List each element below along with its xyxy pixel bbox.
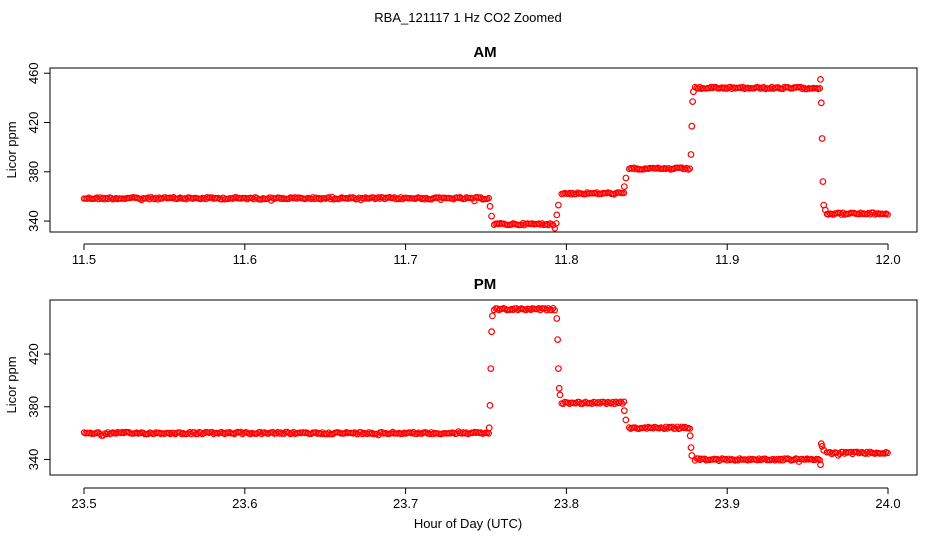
data-point [487,365,495,373]
figure-title: RBA_121117 1 Hz CO2 Zoomed [374,10,561,25]
data-point [620,407,628,415]
data-point [821,206,829,214]
data-point [819,178,827,186]
data-point [622,416,630,424]
data-point [488,212,496,220]
data-point [553,220,560,227]
data-point [553,211,561,219]
data-point [485,194,492,202]
pm-x-tick-label: 23.6 [232,496,257,511]
data-point [884,211,891,218]
pm-y-ticks: 340 380 420 [26,343,51,471]
data-point [816,456,824,464]
pm-x-tick-label: 24.0 [875,496,900,511]
pm-x-tick-label: 23.8 [554,496,579,511]
data-point [686,165,694,172]
data-point [486,402,494,409]
am-y-tick-label: 380 [26,161,41,183]
am-x-tick-label: 11.8 [554,252,578,267]
data-point [818,135,826,142]
data-point [555,365,562,373]
data-point [95,429,102,436]
data-point [683,164,690,172]
data-point [556,391,564,399]
pm-y-tick-label: 420 [26,343,41,365]
data-point [688,452,696,459]
pm-y-tick-label: 380 [26,396,41,418]
data-point [553,315,561,322]
am-x-tick-label: 11.5 [72,252,96,267]
pm-panel-title: PM [474,276,497,293]
am-data-points [80,75,891,232]
x-axis-label: Hour of Day (UTC) [414,516,522,531]
data-point [884,449,891,457]
data-point [820,446,828,454]
pm-x-tick-label: 23.9 [715,496,740,511]
am-y-ticks: 340 380 420 460 [26,62,51,232]
pm-panel: PM Licor ppm 23.5 23.6 23.7 23.8 23.9 24.0 34… [4,276,918,511]
data-point [689,98,696,105]
data-point [620,183,628,191]
am-panel: AM Licor ppm 11.5 11.6 11.7 11.8 11.9 12.0 34… [4,44,918,267]
pm-y-axis-label: Licor ppm [4,356,19,413]
data-point [817,461,824,469]
data-point [489,312,496,320]
am-x-tick-label: 11.9 [715,252,739,267]
data-point [686,432,694,440]
pm-y-tick-label: 340 [26,449,41,471]
data-point [555,201,562,209]
data-point [620,398,628,405]
data-point [881,450,888,457]
pm-data-points [80,305,891,469]
data-point [816,84,824,92]
data-point [687,444,695,452]
data-point [554,336,561,344]
am-x-tick-label: 11.7 [393,252,417,267]
data-point [690,88,697,96]
am-x-ticks: 11.5 11.6 11.7 11.8 11.9 12.0 [72,243,901,267]
pm-x-tick-label: 23.7 [393,496,418,511]
data-point [485,424,493,432]
data-point [550,221,557,229]
data-point [817,99,825,107]
data-point [688,122,696,130]
data-point [622,174,630,182]
data-point [471,197,478,205]
data-point [818,442,826,450]
data-point [486,202,494,210]
data-point [551,307,559,314]
am-x-tick-label: 12.0 [875,252,900,267]
data-point [687,151,695,158]
am-y-tick-label: 420 [26,112,41,134]
pm-x-tick-label: 23.5 [71,496,96,511]
am-panel-title: AM [473,44,496,61]
data-point [686,425,694,432]
am-x-tick-label: 11.6 [233,252,257,267]
data-point [817,75,824,83]
am-y-axis-label: Licor ppm [4,121,19,178]
am-y-tick-label: 340 [26,210,41,232]
data-point [488,328,496,336]
data-point [555,384,563,392]
am-plot-frame [49,67,918,233]
pm-plot-frame [49,299,918,476]
pm-x-ticks: 23.5 23.6 23.7 23.8 23.9 24.0 [71,487,901,511]
data-point [834,452,842,459]
data-point [620,189,628,197]
am-y-tick-label: 460 [26,62,41,84]
